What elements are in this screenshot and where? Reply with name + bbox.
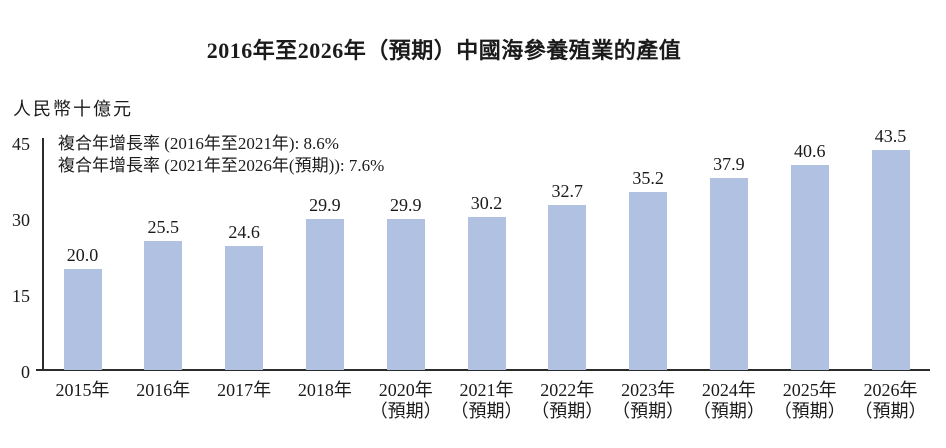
chart-title: 2016年至2026年（預期）中國海參養殖業的產值 xyxy=(206,38,682,63)
x-tick-forecast-note: （預期） xyxy=(450,401,523,421)
bar-value-label: 37.9 xyxy=(713,154,745,174)
bar-value-label: 32.7 xyxy=(551,181,584,201)
x-tick-forecast-note: （預期） xyxy=(692,401,765,421)
x-tick-year: 2017年 xyxy=(217,380,272,400)
x-tick-label: 2018年 xyxy=(280,380,370,401)
x-tick-label: 2021年 （預期） xyxy=(442,380,532,422)
x-tick-forecast-note: （預期） xyxy=(854,401,927,421)
x-tick-label: 2023年 （預期） xyxy=(603,380,693,422)
x-tick-label: 2022年 （預期） xyxy=(522,380,612,422)
bar-2017年 xyxy=(225,246,264,370)
bar-2018年 xyxy=(305,219,344,370)
y-tick-label-15: 15 xyxy=(12,285,30,306)
x-tick-label: 2017年 xyxy=(199,380,289,401)
x-tick-year: 2024年 xyxy=(701,380,756,400)
x-tick-label: 2025年 （預期） xyxy=(765,380,855,422)
cagr-annotation-2016-2021: 複合年增長率 (2016年至2021年): 8.6% xyxy=(58,134,339,153)
bar-2016年 xyxy=(144,241,183,370)
bar-value-label: 29.9 xyxy=(309,195,341,215)
bar-2026年 xyxy=(871,150,910,370)
bar-2023年 xyxy=(629,192,668,370)
x-tick-forecast-note: （預期） xyxy=(531,401,604,421)
y-axis-unit-label: 人民幣十億元 xyxy=(13,99,133,119)
cagr-annotation-2021-2026: 複合年增長率 (2021年至2026年(預期)): 7.6% xyxy=(58,156,385,175)
bar-value-label: 30.2 xyxy=(470,193,503,213)
bar-2022年 xyxy=(548,205,587,370)
y-tick-label-30: 30 xyxy=(12,209,30,230)
x-tick-year: 2023年 xyxy=(621,380,676,400)
bar-value-label: 35.2 xyxy=(632,168,664,188)
x-tick-label: 2024年 （預期） xyxy=(684,380,774,422)
cagr-annotations: 複合年增長率 (2016年至2021年): 8.6% 複合年增長率 (2021年… xyxy=(58,133,384,177)
x-tick-year: 2018年 xyxy=(297,380,352,400)
bar-2020年 xyxy=(386,219,425,370)
bar-value-label: 29.9 xyxy=(389,195,422,215)
bar-value-label: 20.0 xyxy=(66,245,99,265)
x-axis-line xyxy=(36,369,930,371)
x-tick-label: 2020年 （預期） xyxy=(361,380,451,422)
bar-2015年 xyxy=(63,269,102,370)
x-tick-year: 2026年 xyxy=(863,380,918,400)
x-tick-year: 2016年 xyxy=(136,380,191,400)
x-tick-forecast-note: （預期） xyxy=(369,401,442,421)
bar-2021年 xyxy=(467,217,506,370)
bar-2025年 xyxy=(790,165,829,370)
x-tick-year: 2020年 xyxy=(378,380,433,400)
y-tick-label-45: 45 xyxy=(12,133,30,154)
bar-value-label: 25.5 xyxy=(147,217,180,237)
x-tick-year: 2021年 xyxy=(459,380,514,400)
y-axis-line xyxy=(42,138,44,370)
bar-value-label: 43.5 xyxy=(874,126,907,146)
x-tick-forecast-note: （預期） xyxy=(612,401,685,421)
y-tick-label-0: 0 xyxy=(21,361,30,382)
x-tick-label: 2026年 （預期） xyxy=(846,380,936,422)
bar-2024年 xyxy=(709,178,748,370)
x-tick-label: 2016年 xyxy=(118,380,208,401)
bar-value-label: 24.6 xyxy=(228,222,260,242)
x-tick-year: 2025年 xyxy=(782,380,837,400)
bar-value-label: 40.6 xyxy=(793,141,826,161)
x-tick-label: 2015年 xyxy=(38,380,128,401)
x-tick-forecast-note: （預期） xyxy=(773,401,846,421)
x-tick-year: 2015年 xyxy=(55,380,110,400)
x-tick-year: 2022年 xyxy=(540,380,595,400)
